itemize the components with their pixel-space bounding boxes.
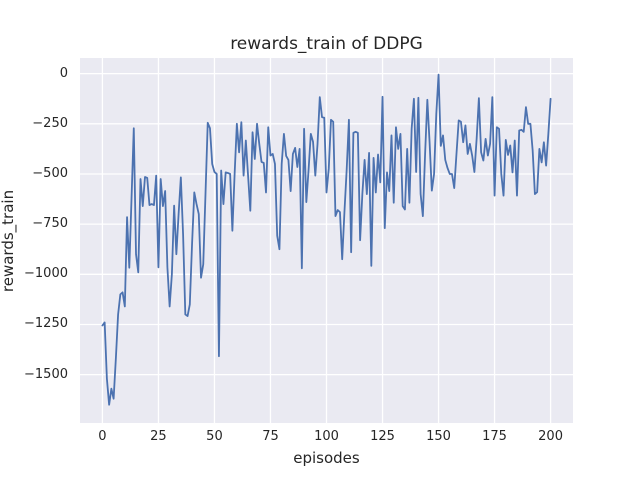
x-tick-label: 0 bbox=[98, 429, 107, 444]
chart-svg bbox=[80, 58, 573, 423]
chart-title: rewards_train of DDPG bbox=[230, 34, 423, 54]
x-tick-label: 125 bbox=[370, 429, 395, 444]
y-tick-label: −1250 bbox=[24, 316, 68, 332]
x-tick-label: 175 bbox=[482, 429, 507, 444]
plot-area bbox=[80, 58, 573, 423]
y-tick-label: 0 bbox=[59, 65, 68, 81]
y-tick-label: −750 bbox=[32, 216, 68, 232]
y-tick-label: −1500 bbox=[24, 366, 68, 382]
y-tick-label: −1000 bbox=[24, 266, 68, 282]
y-axis-label: rewards_train bbox=[0, 189, 17, 293]
x-tick-label: 150 bbox=[426, 429, 451, 444]
x-axis-label: episodes bbox=[293, 449, 360, 467]
y-tick-label: −250 bbox=[32, 115, 68, 131]
rewards-train-line bbox=[101, 73, 552, 406]
x-tick-label: 75 bbox=[262, 429, 279, 444]
x-tick-label: 100 bbox=[314, 429, 339, 444]
x-tick-label: 50 bbox=[206, 429, 223, 444]
x-tick-label: 200 bbox=[538, 429, 563, 444]
x-tick-label: 25 bbox=[150, 429, 167, 444]
y-tick-label: −500 bbox=[32, 165, 68, 181]
